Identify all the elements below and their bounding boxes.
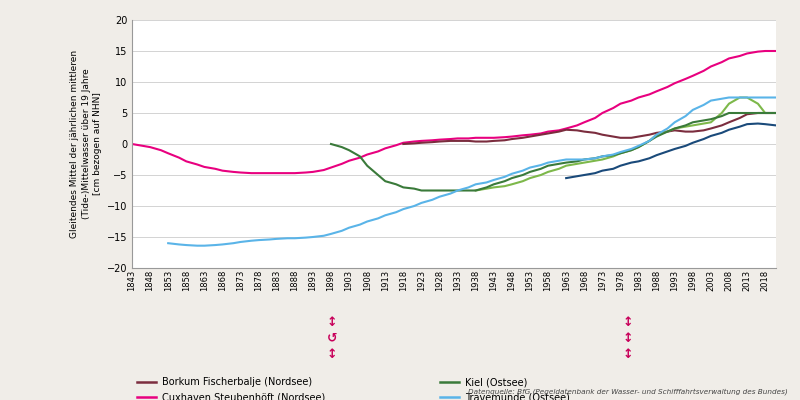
Text: ↕: ↕ [326, 348, 338, 360]
Text: Datenquelle: BfG (Pegeldatenbank der Wasser- und Schifffahrtsverwaltung des Bund: Datenquelle: BfG (Pegeldatenbank der Was… [468, 388, 788, 395]
Text: ↕: ↕ [326, 316, 338, 328]
Y-axis label: Gleitendes Mittel der jährlichen mittleren
(Tide-)Mittelwasser über 19 Jahre
[cm: Gleitendes Mittel der jährlichen mittler… [70, 50, 102, 238]
Text: ↕: ↕ [622, 316, 634, 328]
Text: ↕: ↕ [622, 348, 634, 360]
Text: ↺: ↺ [326, 332, 338, 344]
Legend: Kiel (Ostsee), Travemünde (Ostsee), Sassnitz (Ostsee): Kiel (Ostsee), Travemünde (Ostsee), Sass… [439, 377, 570, 400]
Text: ↕: ↕ [622, 332, 634, 344]
